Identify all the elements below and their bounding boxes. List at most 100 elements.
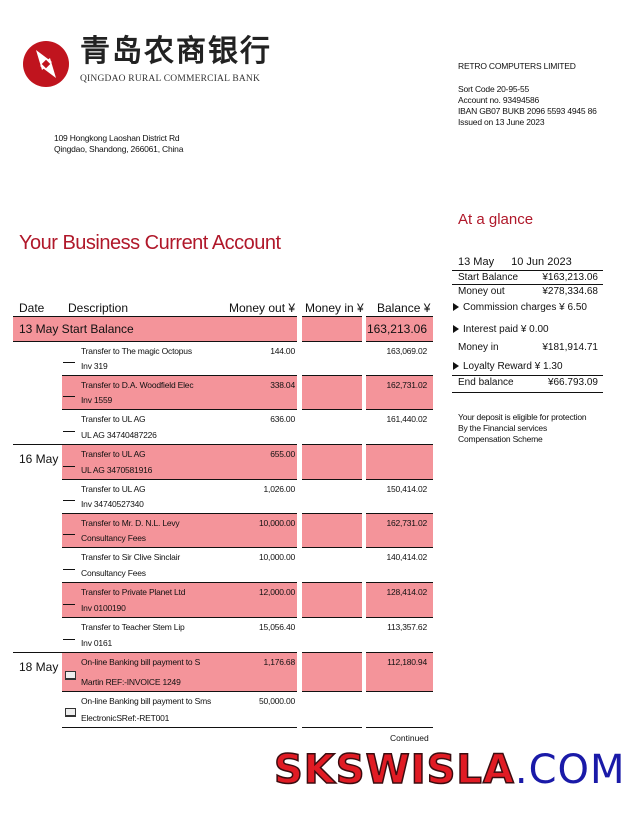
period-to: 10 Jun 2023 [511,256,572,268]
glance-money-in: Money in ¥181,914.71 [458,342,598,354]
description-line2: Consultancy Fees [81,568,146,578]
description-line1: Transfer to Private Planet Ltd [81,587,186,597]
continued-label: Continued [390,733,429,743]
transaction-row: Transfer to Teacher Stem Lip Inv 0161 15… [62,618,297,653]
balance-cell: 162,731.02 [366,376,433,410]
balance-value: 161,440.02 [386,414,427,424]
transaction-row: Transfer to Private Planet Ltd Inv 01001… [62,583,297,618]
money-in-cell [302,548,362,583]
glance-end-balance: End balance ¥66.793.09 [458,377,598,389]
transaction-date: 16 May [19,452,59,466]
dash-icon [63,465,75,467]
note-line: Compensation Scheme [458,434,543,444]
col-money-in: Money in ¥ [305,301,364,315]
transaction-row: On-line Banking bill payment to Sms Elec… [62,692,297,728]
money-out-value: 15,056.40 [258,622,295,632]
dash-icon [63,568,75,570]
expand-triangle-icon[interactable] [453,303,459,311]
description-line2: UL AG 3470581916 [81,465,153,475]
money-in-cell [302,445,362,480]
bank-name-english: QINGDAO RURAL COMMERCIAL BANK [80,74,261,84]
money-out-value: 144.00 [270,346,295,356]
col-money-out: Money out ¥ [229,301,296,315]
in-label: Money in [458,342,499,353]
money-in-cell [302,410,362,445]
description-line2: Inv 319 [81,361,108,371]
transaction-row: Transfer to Sir Clive Sinclair Consultan… [62,548,297,583]
bank-name-chinese: 青岛农商银行 [80,34,272,69]
start-label: Start Balance [458,272,519,283]
money-out-value: 10,000.00 [258,552,295,562]
col-date: Date [19,301,45,315]
balance-value: 112,180.94 [387,657,427,667]
balance-value: 162,731.02 [386,518,427,528]
balance-value: 150,414.02 [386,484,427,494]
transaction-row: On-line Banking bill payment to S Martin… [62,653,297,692]
description-line1: Transfer to UL AG [81,414,146,424]
description-line1: Transfer to The magic Octopus [81,346,192,356]
balance-cell: 113,357.62 [366,618,433,653]
dash-icon [63,396,75,397]
description-line1: Transfer to D.A. Woodfield Elec [81,380,194,390]
glance-interest[interactable]: Interest paid ¥ 0.00 [453,324,549,336]
out-value: ¥278,334.68 [542,286,598,297]
balance-cell [366,692,433,728]
money-out-value: 1,026.00 [263,484,296,494]
page-title: Your Business Current Account [19,232,281,254]
expand-triangle-icon[interactable] [453,325,459,333]
money-out-value: 338.04 [270,380,295,390]
computer-icon [65,670,76,680]
col-balance: Balance ¥ [377,301,431,315]
end-value: ¥66.793.09 [547,377,598,388]
glance-money-out: Money out ¥278,334.68 [458,286,598,298]
balance-value: 163,069.02 [386,346,427,356]
description-line2: Inv 0100190 [81,603,126,613]
glance-start: Start Balance ¥163,213.06 [458,272,598,284]
description-line1: On-line Banking bill payment to S [81,657,201,667]
balance-value: 128,414.02 [386,587,427,597]
money-in-cell [302,618,362,653]
note-line: Your deposit is eligible for protection [458,412,587,422]
money-in-cell [302,692,362,728]
description-line1: On-line Banking bill payment to Sms [81,696,212,706]
balance-value: 162,731.02 [386,380,427,390]
sort-code: Sort Code 20-95-55 [458,84,530,94]
start-balance-value: 163,213.06 [366,322,427,336]
glance-title: At a glance [458,211,534,228]
note-line: By the Financial services [458,423,548,433]
col-description: Description [68,301,129,315]
period-from: 13 May [458,256,495,268]
dash-icon [63,534,75,535]
bank-address: 109 Hongkong Laoshan District Rd Qingdao… [54,133,183,155]
description-line1: Transfer to Teacher Stem Lip [81,622,185,632]
issued-date: Issued on 13 June 2023 [458,117,545,127]
account-holder: RETRO COMPUTERS LIMITED [458,61,576,71]
balance-cell: 140,414.02 [366,548,433,583]
bank-logo-icon [23,41,69,87]
balance-cell: 128,414.02 [366,583,433,618]
glance-loyalty[interactable]: Loyalty Reward ¥ 1.30 [453,361,563,373]
money-in-cell [302,653,362,692]
start-balance-label: 13 May Start Balance [19,322,134,336]
transaction-row: Transfer to UL AG UL AG 3470581916 655.0… [62,445,297,480]
protection-note: Your deposit is eligible for protection … [458,412,587,445]
balance-cell [366,445,433,480]
dash-icon [63,603,75,605]
money-in-cell [302,480,362,514]
transaction-row: Transfer to UL AG Inv 34740527340 1,026.… [62,480,297,514]
dash-icon [63,362,75,363]
money-in-cell [302,514,362,548]
description-line2: Martin REF:-INVOICE 1249 [81,677,181,687]
glance-commission[interactable]: Commission charges ¥ 6.50 [453,302,587,314]
money-out-value: 1,176.68 [263,657,296,667]
transaction-date: 18 May [19,660,59,674]
description-line2: Inv 34740527340 [81,499,144,509]
end-label: End balance [458,377,514,388]
dash-icon [63,500,75,501]
computer-icon [65,708,76,717]
expand-triangle-icon[interactable] [453,362,459,370]
money-in-cell [302,583,362,618]
glance-period: 13 May 10 Jun 2023 [458,256,572,269]
balance-value: 113,357.62 [387,622,427,632]
